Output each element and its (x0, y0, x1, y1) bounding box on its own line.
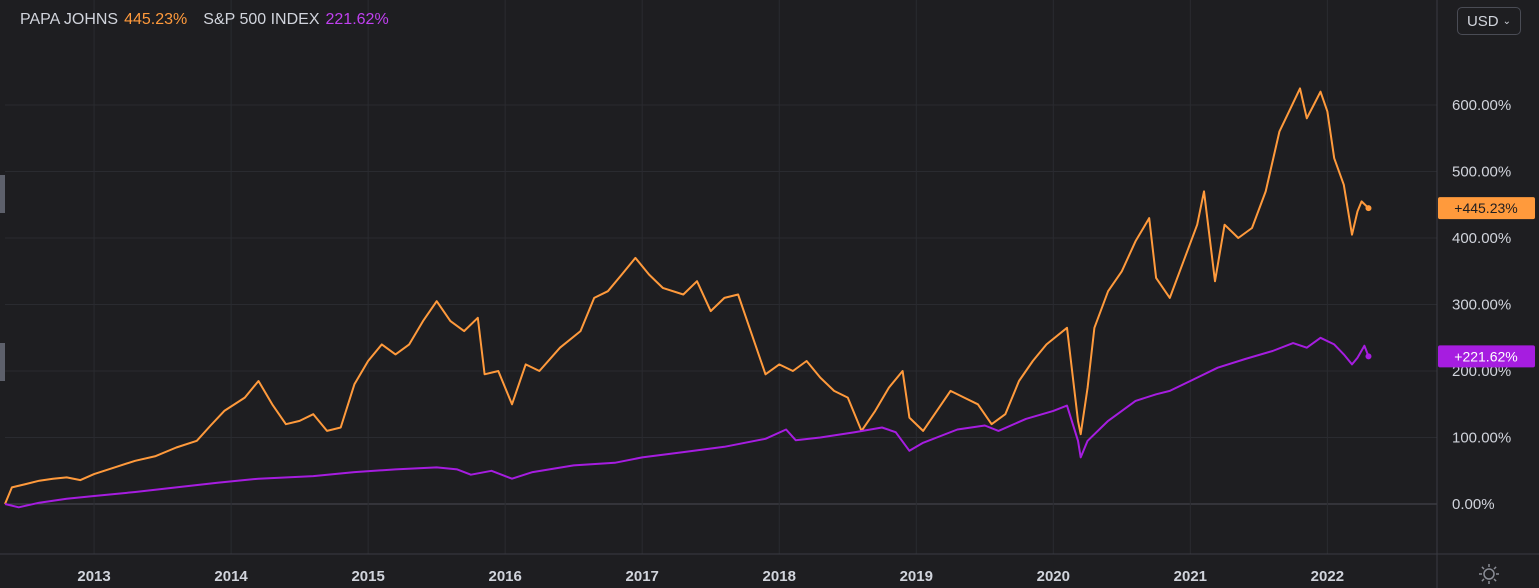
x-tick-label: 2020 (1037, 568, 1070, 585)
x-tick-label: 2021 (1174, 568, 1207, 585)
y-tick-label: 400.00% (1452, 230, 1511, 247)
y-tick-label: 100.00% (1452, 430, 1511, 447)
last-value-badge (1438, 197, 1535, 220)
x-tick-label: 2017 (626, 568, 659, 585)
legend-series-name: S&P 500 INDEX (203, 11, 320, 28)
side-panel-tab[interactable] (0, 343, 5, 381)
last-value-label: +445.23% (1454, 200, 1517, 216)
y-tick-label: 300.00% (1452, 297, 1511, 314)
last-value-badge (1438, 345, 1535, 368)
y-tick-label: 500.00% (1452, 164, 1511, 181)
settings-icon[interactable] (1478, 563, 1500, 585)
series-layer (4, 87, 1372, 509)
last-value-label: +221.62% (1454, 348, 1517, 364)
x-tick-label: 2019 (900, 568, 933, 585)
x-tick-label: 2015 (351, 568, 384, 585)
x-tick-label: 2014 (214, 568, 248, 585)
currency-select[interactable]: USD ⌄ (1457, 7, 1521, 35)
chart-legend: PAPA JOHNS 445.23% S&P 500 INDEX 221.62% (20, 11, 405, 29)
x-tick-label: 2022 (1311, 568, 1344, 585)
y-tick-label: 0.00% (1452, 496, 1495, 513)
x-tick-label: 2018 (763, 568, 796, 585)
series-line-1 (4, 87, 1370, 505)
y-tick-label: 600.00% (1452, 97, 1511, 114)
legend-series-value: 221.62% (325, 11, 389, 28)
legend-series-name: PAPA JOHNS (20, 11, 119, 28)
currency-label: USD (1466, 12, 1499, 30)
x-tick-label: 2013 (77, 568, 110, 585)
series-line-2 (4, 336, 1370, 509)
side-panel-tab[interactable] (0, 175, 5, 213)
grid (5, 0, 1437, 554)
chevron-down-icon: ⌄ (1502, 15, 1512, 27)
x-tick-label: 2016 (488, 568, 521, 585)
legend-series-value: 445.23% (124, 11, 188, 28)
series-last-point (1365, 205, 1372, 212)
series-last-point (1365, 353, 1372, 360)
